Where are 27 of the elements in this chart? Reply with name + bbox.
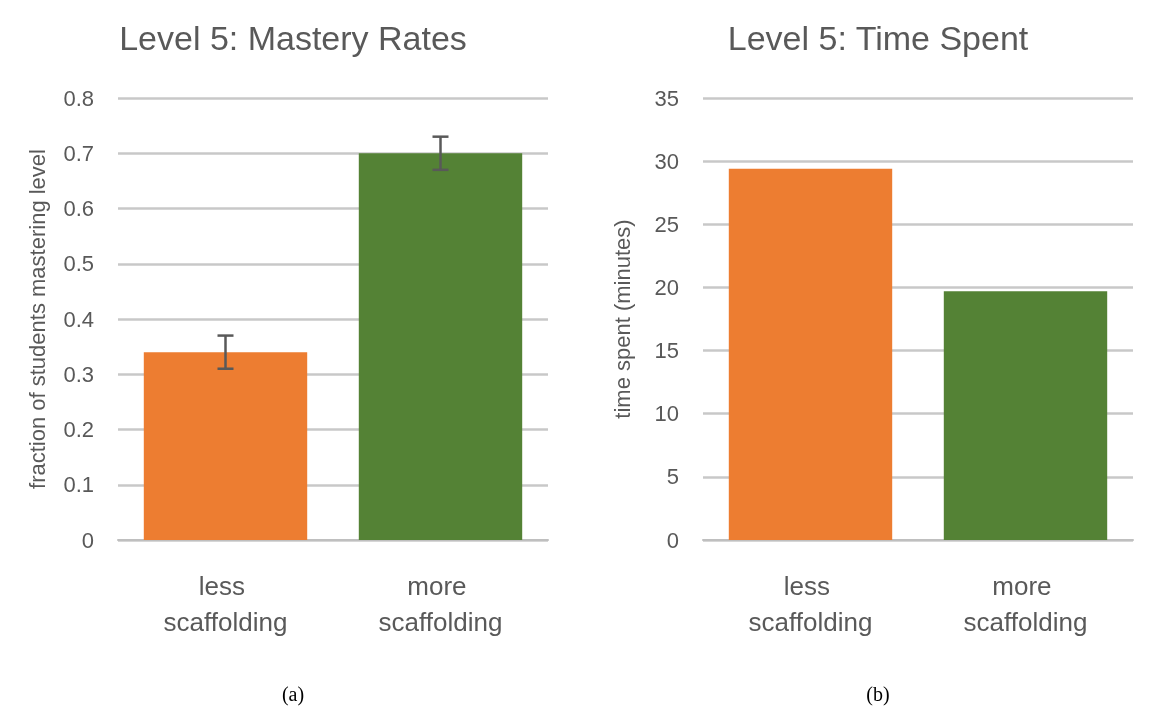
y-tick-label: 0 [666, 527, 679, 553]
x-tick-label: more scaffolding [378, 571, 503, 637]
x-tick-label: less scaffolding [163, 571, 288, 637]
text: (a) [281, 683, 305, 706]
text: (b) [866, 683, 890, 706]
y-tick-label: 0.8 [63, 85, 94, 111]
y-tick-label: 15 [654, 338, 679, 364]
y-tick-label: 0.1 [63, 472, 94, 498]
y-axis-title: fraction of students mastering level [24, 149, 50, 489]
y-tick-label: 0.2 [63, 417, 94, 442]
y-tick-label: 30 [654, 148, 679, 174]
y-tick-label: 0.3 [63, 361, 94, 387]
chart-title: Level 5: Time Spent [727, 19, 1029, 57]
y-tick-label: 0.5 [63, 251, 94, 277]
y-tick-label: 0.7 [63, 140, 94, 166]
x-tick-label: less scaffolding [748, 571, 873, 637]
y-tick-label: 10 [654, 401, 679, 427]
chart-title: Level 5: Mastery Rates [119, 19, 467, 57]
y-tick-label: 25 [654, 211, 679, 237]
y-tick-label: 0.6 [63, 196, 94, 221]
y-tick-label: 5 [666, 464, 679, 490]
y-tick-label: 35 [654, 85, 679, 111]
y-tick-label: 0 [81, 527, 94, 553]
x-tick-label: more scaffolding [963, 571, 1088, 637]
y-tick-label: 20 [654, 274, 679, 300]
y-axis-title: time spent (minutes) [609, 219, 635, 419]
y-tick-label: 0.4 [63, 306, 94, 332]
